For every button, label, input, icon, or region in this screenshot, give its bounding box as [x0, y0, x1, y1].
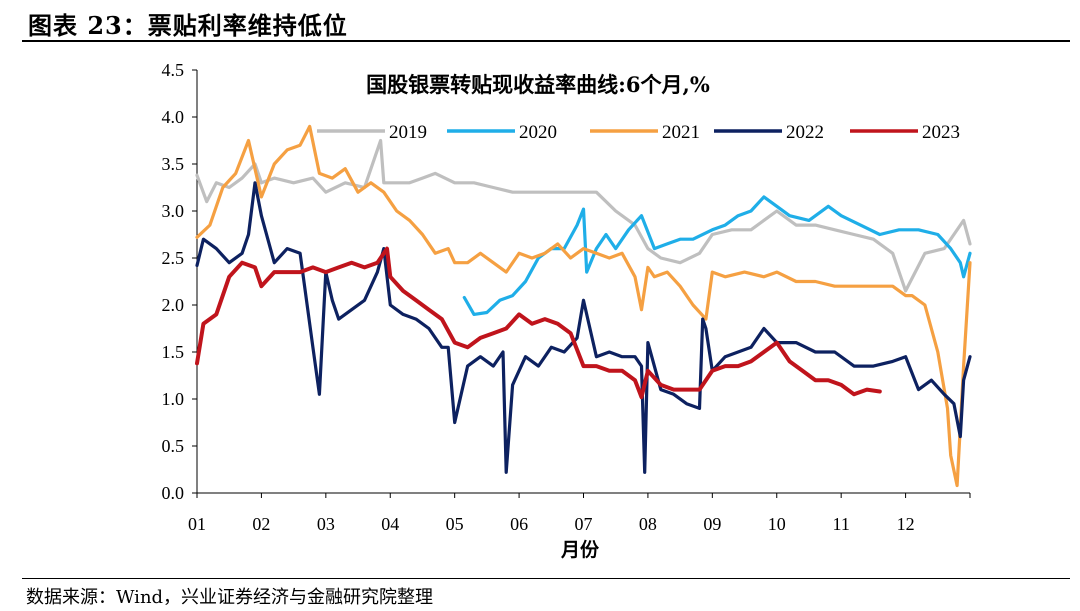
- top-rule: [22, 40, 1070, 42]
- x-tick-label: 04: [381, 514, 399, 534]
- chart-title: 国股银票转贴现收益率曲线:6个月,%: [366, 72, 710, 97]
- series-line-2022: [195, 181, 972, 474]
- series-layer: [195, 124, 972, 488]
- x-tick-label: 07: [575, 514, 593, 534]
- x-tick-label: 12: [897, 514, 915, 534]
- x-axis-label: 月份: [560, 538, 600, 561]
- y-tick-label: 1.5: [162, 342, 185, 362]
- y-tick-label: 1.0: [162, 389, 185, 409]
- y-tick-label: 4.0: [162, 107, 185, 127]
- x-axis: 01 02 03 04 05 06 07 08 09 10 11 12: [188, 492, 971, 534]
- y-tick-label: 3.5: [162, 154, 185, 174]
- x-tick-label: 06: [510, 514, 528, 534]
- x-tick-label: 05: [446, 514, 464, 534]
- x-tick-label: 10: [768, 514, 786, 534]
- x-tick-label: 08: [639, 514, 657, 534]
- x-tick-label: 11: [832, 514, 849, 534]
- bottom-rule: [22, 578, 1070, 579]
- legend: 2019 2020 2021 2022 2023: [317, 122, 960, 143]
- legend-label-2020: 2020: [519, 122, 557, 143]
- y-tick-label: 2.0: [162, 295, 185, 315]
- legend-label-2021: 2021: [662, 122, 700, 143]
- series-line-2021: [195, 124, 972, 488]
- legend-label-2022: 2022: [786, 122, 824, 143]
- y-tick-label: 4.5: [162, 60, 185, 80]
- x-tick-label: 01: [188, 514, 206, 534]
- legend-label-2019: 2019: [389, 122, 427, 143]
- x-tick-label: 03: [317, 514, 335, 534]
- y-tick-label: 0.5: [162, 436, 185, 456]
- figure-title: 图表 23：票贴利率维持低位: [28, 11, 348, 40]
- y-axis: 0.0 0.5 1.0 1.5 2.0 2.5 3.0 3.5 4.0 4.5: [162, 60, 198, 503]
- x-tick-label: 02: [252, 514, 270, 534]
- data-source-note: 数据来源：Wind，兴业证券经济与金融研究院整理: [26, 587, 434, 608]
- x-tick-label: 09: [703, 514, 721, 534]
- series-line-2019: [195, 138, 972, 293]
- y-tick-label: 0.0: [162, 483, 185, 503]
- y-tick-label: 3.0: [162, 201, 185, 221]
- legend-label-2023: 2023: [922, 122, 960, 143]
- series-line-2023: [195, 246, 882, 400]
- y-tick-label: 2.5: [162, 248, 185, 268]
